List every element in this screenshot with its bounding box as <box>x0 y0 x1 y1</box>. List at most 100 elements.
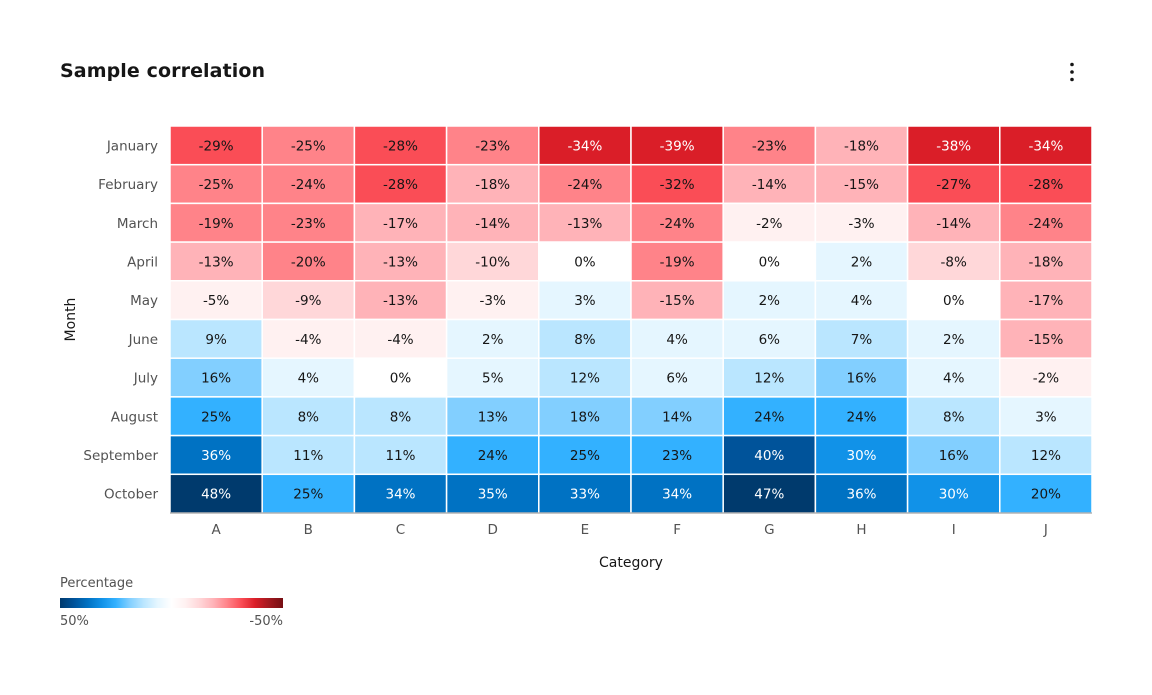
cell-value-label: -24% <box>567 177 602 193</box>
heatmap-cell[interactable] <box>906 163 1001 205</box>
heatmap-cell[interactable] <box>630 163 724 205</box>
heatmap-cell[interactable] <box>538 318 632 359</box>
heatmap-cell[interactable] <box>538 357 632 398</box>
heatmap-cell[interactable] <box>445 396 540 437</box>
cell-value-label: -2% <box>756 216 782 232</box>
cell-value-label: -28% <box>383 138 418 154</box>
cell-value-label: 6% <box>759 332 781 348</box>
heatmap-cell[interactable] <box>169 434 263 476</box>
cell-value-label: 13% <box>478 409 508 425</box>
heatmap-cell[interactable] <box>538 202 632 243</box>
cell-value-label: 16% <box>939 448 969 464</box>
cell-value-label: 2% <box>851 254 873 270</box>
cell-value-label: 4% <box>943 371 965 387</box>
heatmap-cell[interactable] <box>722 357 817 398</box>
heatmap-cell[interactable] <box>261 434 356 476</box>
heatmap-cell[interactable] <box>906 357 1001 398</box>
cell-value-label: 36% <box>201 448 231 464</box>
heatmap-cell[interactable] <box>169 318 263 359</box>
cell-value-label: -34% <box>567 138 602 154</box>
heatmap-cell[interactable] <box>906 473 1001 514</box>
heatmap-cell[interactable] <box>538 434 632 476</box>
heatmap-cell[interactable] <box>169 280 263 321</box>
heatmap-cell[interactable] <box>906 280 1001 321</box>
heatmap-cell[interactable] <box>445 434 540 476</box>
legend-title: Percentage <box>60 576 134 591</box>
cell-value-label: -15% <box>660 293 695 309</box>
heatmap-cell[interactable] <box>445 202 540 243</box>
heatmap-cell[interactable] <box>722 434 817 476</box>
heatmap-cell[interactable] <box>814 280 909 321</box>
legend-labels: 50% -50% <box>60 614 283 629</box>
x-tick-label: H <box>856 522 866 538</box>
heatmap-cell[interactable] <box>445 241 540 282</box>
heatmap-cell[interactable] <box>722 396 817 437</box>
y-tick-label: May <box>130 293 158 309</box>
cell-value-label: -10% <box>475 254 510 270</box>
heatmap-cell[interactable] <box>999 473 1093 514</box>
heatmap-cell[interactable] <box>999 163 1093 205</box>
cell-value-label: -13% <box>383 254 418 270</box>
cell-value-label: 12% <box>754 371 784 387</box>
heatmap-cell[interactable] <box>261 357 356 398</box>
heatmap-cell[interactable] <box>999 318 1093 359</box>
cell-value-label: -39% <box>660 138 695 154</box>
heatmap-cell[interactable] <box>814 163 909 205</box>
heatmap-cell[interactable] <box>814 473 909 514</box>
heatmap-cell[interactable] <box>722 202 817 243</box>
heatmap-cell[interactable] <box>538 396 632 437</box>
heatmap-cell[interactable] <box>353 280 448 321</box>
heatmap-cell[interactable] <box>906 396 1001 437</box>
heatmap-cell[interactable] <box>445 318 540 359</box>
heatmap-cell[interactable] <box>169 202 263 243</box>
heatmap-cell[interactable] <box>538 280 632 321</box>
cell-value-label: 36% <box>846 487 876 503</box>
heatmap-cell[interactable] <box>261 125 356 166</box>
cell-value-label: 12% <box>570 371 600 387</box>
heatmap-cell[interactable] <box>906 434 1001 476</box>
heatmap-cell[interactable] <box>814 434 909 476</box>
heatmap-cell[interactable] <box>261 318 356 359</box>
x-tick-label: E <box>581 522 590 538</box>
heatmap-cell[interactable] <box>722 163 817 205</box>
heatmap-cell[interactable] <box>261 202 356 243</box>
heatmap-cell[interactable] <box>814 241 909 282</box>
cell-value-label: -20% <box>291 254 326 270</box>
y-tick-label: August <box>111 409 158 425</box>
cell-value-label: 9% <box>205 332 227 348</box>
heatmap-cell[interactable] <box>722 280 817 321</box>
heatmap-cell[interactable] <box>630 318 724 359</box>
cell-value-label: 8% <box>298 409 320 425</box>
heatmap-cell[interactable] <box>630 241 724 282</box>
heatmap-cell[interactable] <box>353 163 448 205</box>
heatmap-cell[interactable] <box>353 473 448 514</box>
heatmap-cell[interactable] <box>999 434 1093 476</box>
cell-value-label: -3% <box>480 293 506 309</box>
heatmap-cell[interactable] <box>445 357 540 398</box>
heatmap-cell[interactable] <box>999 357 1093 398</box>
heatmap-cell[interactable] <box>999 241 1093 282</box>
x-tick-label: J <box>1043 522 1048 538</box>
heatmap-cell[interactable] <box>906 241 1001 282</box>
x-tick-label: F <box>673 522 681 538</box>
heatmap-cell[interactable] <box>261 473 356 514</box>
cell-value-label: 33% <box>570 487 600 503</box>
x-tick-label: B <box>304 522 313 538</box>
cell-value-label: -15% <box>1028 332 1063 348</box>
cell-value-label: -38% <box>936 138 971 154</box>
heatmap-cell[interactable] <box>999 202 1093 243</box>
heatmap-cell[interactable] <box>169 357 263 398</box>
cell-value-label: 6% <box>666 371 688 387</box>
heatmap-cell[interactable] <box>169 473 263 514</box>
heatmap-cell[interactable] <box>906 318 1001 359</box>
heatmap-cell[interactable] <box>353 241 448 282</box>
heatmap-cell[interactable] <box>630 473 724 514</box>
cell-value-label: 11% <box>385 448 415 464</box>
overflow-menu-button[interactable] <box>1056 56 1088 88</box>
heatmap-cell[interactable] <box>353 434 448 476</box>
cell-value-label: -4% <box>295 332 321 348</box>
heatmap-cell[interactable] <box>445 280 540 321</box>
heatmap-cell[interactable] <box>906 202 1001 243</box>
cell-value-label: 3% <box>1035 409 1057 425</box>
